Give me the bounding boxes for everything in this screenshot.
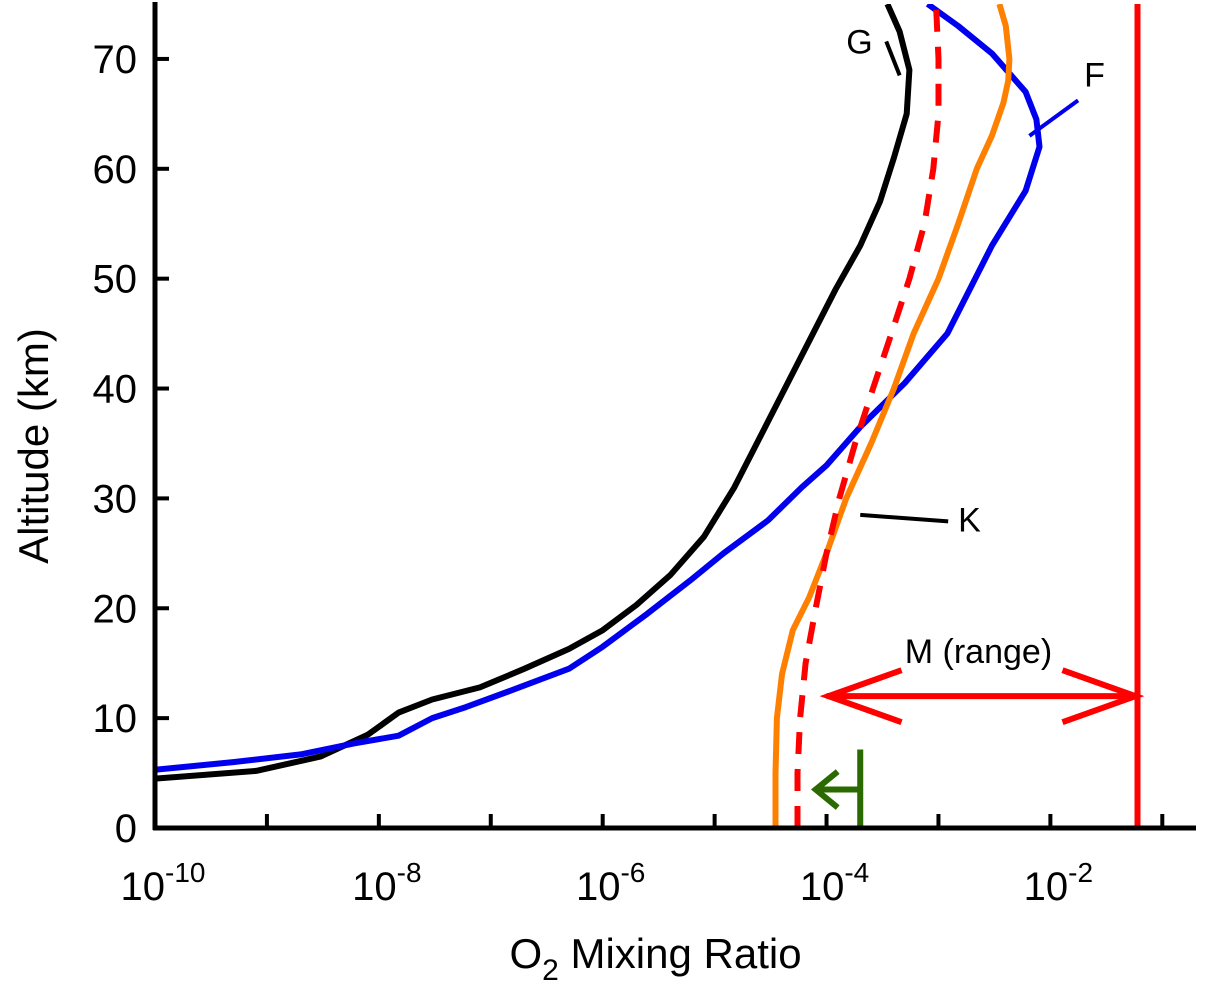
- x-tick-label-base: 10: [352, 865, 397, 909]
- range-arrow-left-head: [819, 667, 903, 725]
- x-tick-label-base: 10: [800, 865, 845, 909]
- annotation-label-k: K: [958, 501, 981, 539]
- x-axis-label-subscript: 2: [542, 954, 559, 985]
- x-tick-label-1: 10-8: [352, 857, 421, 909]
- x-axis-label: O2 Mixing Ratio: [509, 930, 801, 985]
- y-tick-label-10: 10: [93, 697, 138, 741]
- x-axis-label-main: O: [509, 930, 542, 977]
- annotation-label-g: G: [846, 23, 872, 61]
- series-line-k: [772, 4, 1013, 828]
- annotation-leader-0: [884, 40, 902, 77]
- series-line-dashed: [794, 4, 942, 828]
- y-tick-label-60: 60: [93, 148, 138, 192]
- x-axis-label-rest: Mixing Ratio: [559, 930, 802, 977]
- y-tick-label-70: 70: [93, 38, 138, 82]
- limit-arrow-head: [810, 769, 840, 810]
- x-tick-label-0: 10-10: [121, 857, 206, 909]
- x-tick-label-exponent: -8: [397, 857, 422, 888]
- y-tick-label-0: 0: [115, 807, 137, 851]
- x-tick-label-exponent: -10: [165, 857, 205, 888]
- annotation-leader-1: [1028, 98, 1080, 138]
- x-tick-label-4: 10-2: [1024, 857, 1093, 909]
- y-tick-label-50: 50: [93, 258, 138, 302]
- x-tick-label-3: 10-4: [800, 857, 869, 909]
- y-tick-label-30: 30: [93, 477, 138, 521]
- y-axis-label: Altitude (km): [10, 328, 57, 564]
- y-tick-label-20: 20: [93, 587, 138, 631]
- y-tick-label-40: 40: [93, 368, 138, 412]
- x-tick-label-base: 10: [576, 865, 621, 909]
- annotation-label-m-range-: M (range): [905, 633, 1052, 671]
- x-tick-label-2: 10-6: [576, 857, 645, 909]
- range-arrow-right-head: [1061, 667, 1145, 725]
- x-tick-label-base: 10: [1024, 865, 1069, 909]
- annotation-label-f: F: [1084, 56, 1105, 94]
- x-tick-label-exponent: -4: [844, 857, 869, 888]
- x-tick-label-exponent: -2: [1068, 857, 1093, 888]
- annotation-leader-2: [860, 512, 949, 524]
- series-line-g: [155, 4, 913, 782]
- x-tick-label-base: 10: [121, 865, 166, 909]
- series-group: [155, 4, 1141, 828]
- x-tick-label-exponent: -6: [620, 857, 645, 888]
